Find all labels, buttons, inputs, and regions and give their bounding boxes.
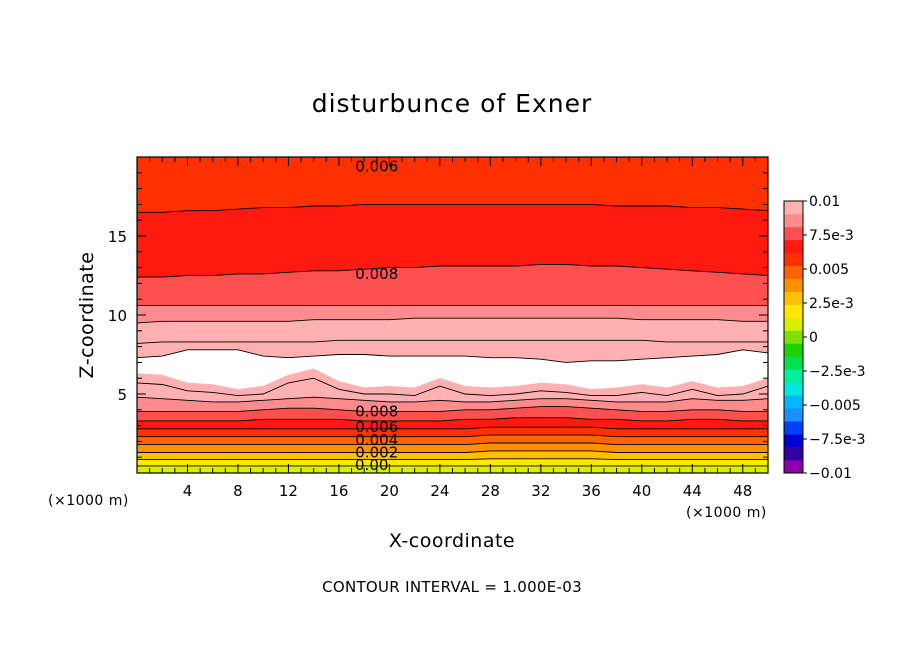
y-axis-label: Z-coordinate [76, 252, 98, 379]
contour-line [136, 349, 769, 363]
colorbar-swatch [784, 330, 803, 344]
colorbar-swatch [784, 421, 803, 435]
colorbar-swatch [784, 382, 803, 396]
colorbar-swatch [784, 395, 803, 409]
colorbar-swatch [784, 278, 803, 292]
contour-interval-note: CONTOUR INTERVAL = 1.000E-03 [322, 578, 582, 596]
colorbar-tick-label: 0 [809, 330, 818, 346]
colorbar-swatch [784, 252, 803, 267]
y-tick-label: 15 [108, 228, 127, 246]
colorbar-tick-label: −0.005 [809, 398, 861, 414]
contour-line [136, 317, 768, 324]
y-axis-unit: (×1000 m) [48, 493, 129, 509]
contour-line [137, 458, 768, 461]
contour-bands [136, 156, 769, 474]
chart-title: disturbunce of Exner [312, 89, 593, 118]
y-tick-label: 5 [117, 386, 127, 404]
x-tick-label: 48 [733, 482, 752, 500]
x-tick-label: 16 [329, 482, 348, 500]
contour-lines [136, 203, 769, 467]
x-tick-label: 8 [233, 482, 243, 500]
colorbar-tick-label: 0.01 [809, 194, 840, 210]
colorbar-tick-label: −7.5e-3 [809, 432, 866, 448]
colorbar-swatch [784, 343, 803, 357]
x-axis-ticks: 4 8 12 16 20 24 28 32 36 40 44 48 [149, 157, 756, 500]
x-tick-label: 40 [632, 482, 651, 500]
x-axis-unit: (×1000 m) [686, 505, 767, 521]
contour-label: 0.006 [355, 418, 398, 436]
contour-line [137, 442, 768, 446]
contour-line [137, 203, 769, 213]
x-tick-label: 28 [481, 482, 500, 500]
colorbar-swatch [784, 291, 803, 305]
colorbar-swatch [784, 447, 803, 461]
contour-label: 0.002 [355, 443, 398, 461]
x-tick-label: 32 [531, 482, 550, 500]
colorbar-labels: 0.01 7.5e-3 0.005 2.5e-3 0 −2.5e-3 −0.005 −7.5e… [803, 194, 866, 482]
colorbar-swatch [784, 408, 803, 422]
contour-line [137, 406, 768, 412]
x-tick-label: 24 [430, 482, 449, 500]
y-tick-label: 10 [108, 307, 127, 325]
colorbar-swatch [784, 317, 803, 331]
colorbar-tick-label: 0.005 [809, 262, 849, 278]
colorbar-swatch [784, 304, 803, 318]
x-tick-label: 44 [683, 482, 702, 500]
colorbar-tick-label: 2.5e-3 [809, 296, 854, 312]
contour-line [137, 417, 768, 422]
contour-line [137, 450, 768, 453]
x-tick-label: 20 [380, 482, 399, 500]
contour-label: 0.008 [355, 265, 398, 283]
contour-line [137, 434, 768, 438]
contour-label: 0.004 [355, 431, 398, 449]
contour-band [136, 318, 769, 344]
colorbar-swatch [784, 226, 803, 241]
y-axis-ticks: 5 10 15 [108, 172, 768, 458]
colorbar-tick-label: −0.01 [809, 466, 852, 482]
contour-line [137, 263, 769, 278]
contour-line [136, 377, 769, 397]
colorbar-swatch [784, 201, 803, 215]
contour-line [137, 426, 768, 430]
colorbar [783, 200, 804, 474]
x-axis-label: X-coordinate [389, 530, 515, 552]
x-tick-label: 4 [183, 482, 193, 500]
contour-label: 0.008 [355, 402, 398, 420]
colorbar-swatch [784, 434, 803, 448]
colorbar-tick-label: −2.5e-3 [809, 364, 866, 380]
contour-line [136, 396, 769, 403]
contour-label: 0.006 [355, 157, 398, 175]
colorbar-swatch [784, 369, 803, 383]
colorbar-swatch [784, 213, 803, 228]
x-tick-label: 36 [582, 482, 601, 500]
x-tick-label: 12 [279, 482, 298, 500]
colorbar-swatch [784, 460, 803, 474]
contour-line [136, 339, 768, 344]
colorbar-swatch [784, 239, 803, 254]
colorbar-tick-label: 7.5e-3 [809, 228, 854, 244]
contour-label: 0.00 [355, 456, 388, 474]
colorbar-swatch [784, 265, 803, 280]
contour-band [136, 340, 769, 363]
colorbar-swatch [784, 356, 803, 370]
